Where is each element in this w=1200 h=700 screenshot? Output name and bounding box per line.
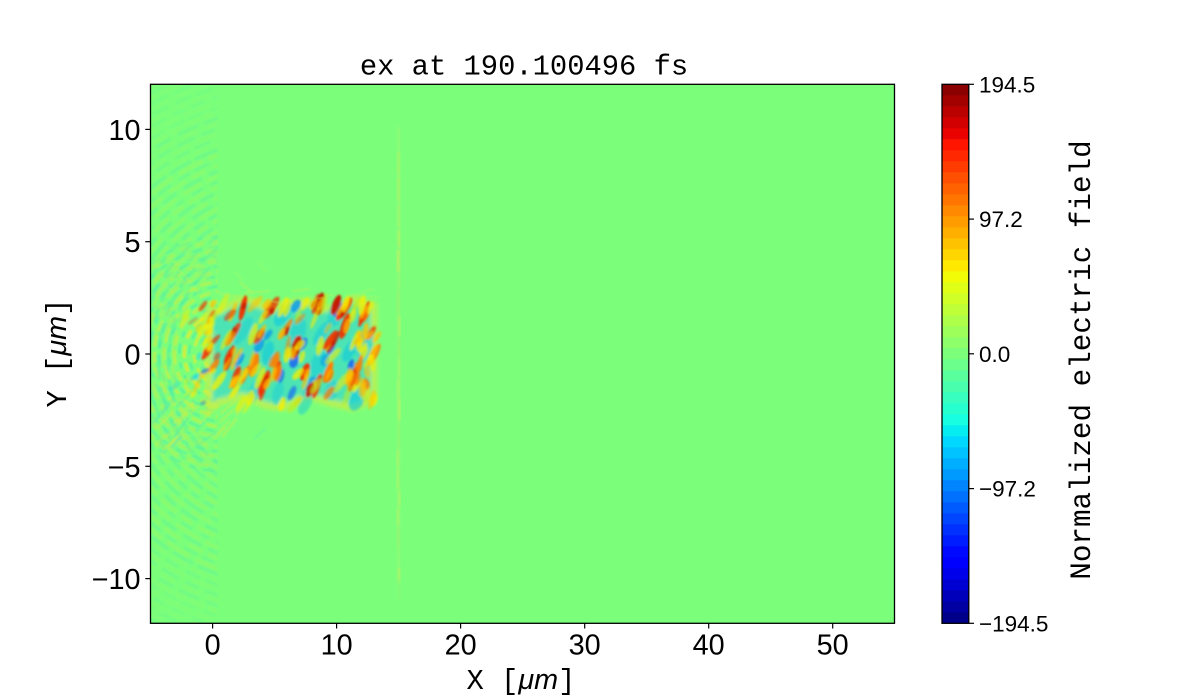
svg-text:10: 10: [108, 115, 140, 147]
svg-text:0: 0: [205, 630, 221, 662]
svg-text:−5: −5: [108, 452, 141, 484]
svg-text:10: 10: [321, 630, 353, 662]
svg-text:30: 30: [569, 630, 601, 662]
svg-text:ex at 190.100496 fs: ex at 190.100496 fs: [360, 51, 688, 84]
svg-text:40: 40: [693, 630, 725, 662]
svg-text:20: 20: [445, 630, 477, 662]
svg-text:Y [μm]: Y [μm]: [41, 299, 75, 408]
svg-text:0: 0: [124, 340, 140, 372]
svg-text:194.5: 194.5: [979, 72, 1035, 97]
svg-text:X [μm]: X [μm]: [467, 664, 576, 698]
svg-text:Normalized electric field: Normalized electric field: [1066, 140, 1099, 580]
svg-text:−10: −10: [92, 564, 141, 596]
svg-text:0.0: 0.0: [979, 342, 1010, 367]
svg-text:5: 5: [124, 227, 140, 259]
svg-text:−194.5: −194.5: [979, 611, 1048, 636]
svg-text:50: 50: [817, 630, 849, 662]
svg-text:−97.2: −97.2: [979, 477, 1036, 502]
svg-text:97.2: 97.2: [979, 207, 1023, 232]
